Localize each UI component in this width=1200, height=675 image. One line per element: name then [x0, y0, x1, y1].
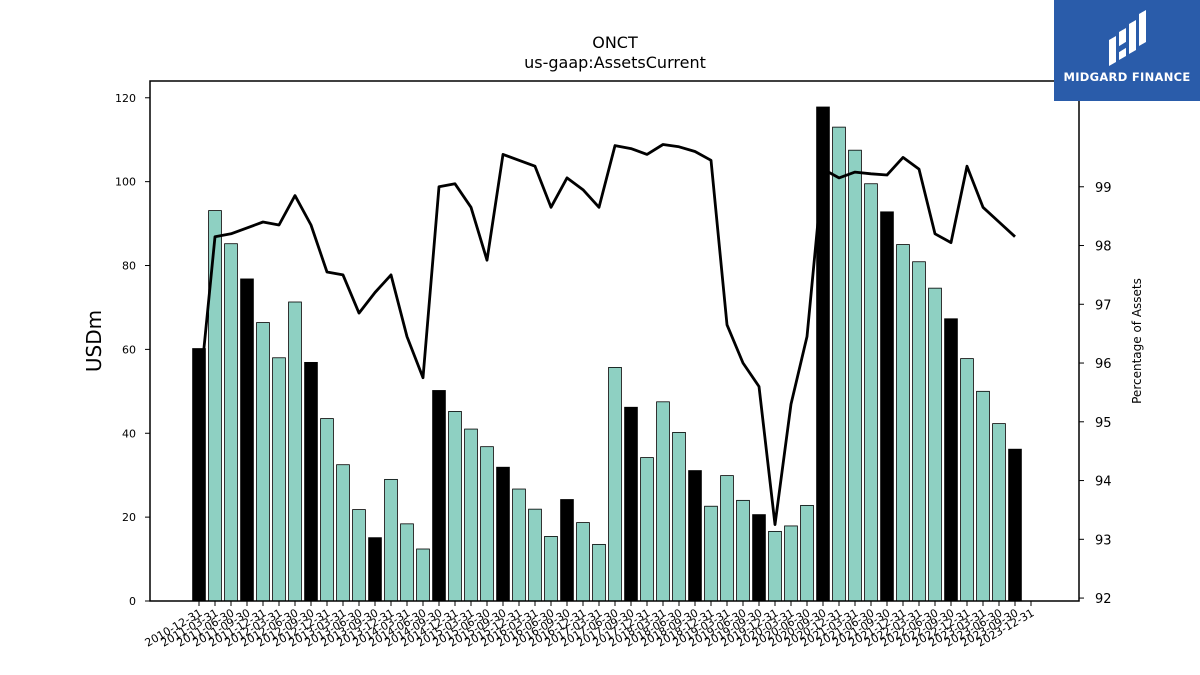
bar — [864, 183, 878, 602]
y2-tick-label: 98 — [1095, 240, 1112, 255]
y-tick-label: 0 — [129, 595, 136, 608]
bar — [704, 505, 718, 602]
bar — [944, 318, 958, 602]
bar — [640, 457, 654, 602]
bar — [912, 261, 926, 602]
bar — [672, 432, 686, 602]
chart-title: ONCT — [592, 33, 638, 52]
bar — [544, 536, 558, 602]
line-series — [197, 143, 1016, 526]
y-tick-label: 40 — [122, 427, 136, 440]
bar — [688, 470, 702, 602]
bar — [832, 126, 846, 602]
bar — [608, 367, 622, 602]
bar — [304, 361, 318, 602]
bar — [320, 418, 334, 602]
y-tick-label: 120 — [115, 92, 136, 105]
bar — [416, 548, 430, 602]
bar — [224, 243, 238, 602]
bar — [656, 401, 670, 602]
bar — [896, 244, 910, 602]
chart-subtitle: us-gaap:AssetsCurrent — [524, 53, 706, 72]
y2-axis-label: Percentage of Assets — [1130, 278, 1144, 404]
bar — [848, 149, 862, 602]
bar — [720, 475, 734, 602]
y-tick-label: 20 — [122, 511, 136, 524]
percentage-line — [197, 143, 1016, 526]
bar — [368, 537, 382, 602]
bar — [784, 525, 798, 602]
midgard-logo-icon — [1109, 10, 1146, 66]
bar — [400, 523, 414, 602]
bar — [928, 287, 942, 602]
y-axis-right: 92 93 94 95 96 97 98 99 — [1079, 181, 1112, 607]
y2-tick-label: 96 — [1095, 357, 1112, 372]
logo: MIDGARD FINANCE — [1054, 0, 1200, 101]
bar — [880, 211, 894, 602]
logo-text: MIDGARD FINANCE — [1063, 70, 1191, 84]
y-axis-label: USDm — [82, 310, 106, 372]
y2-tick-label: 93 — [1095, 533, 1112, 548]
bar — [592, 543, 606, 602]
bar — [464, 428, 478, 602]
bar — [336, 464, 350, 602]
bar — [432, 390, 446, 602]
bar — [768, 530, 782, 602]
y-tick-label: 60 — [122, 343, 136, 356]
y2-tick-label: 95 — [1095, 416, 1112, 431]
bar — [352, 509, 366, 602]
x-axis: 2010-12-312011-03-312011-06-302011-09-30… — [143, 601, 1037, 650]
bar — [976, 390, 990, 602]
bar — [960, 358, 974, 602]
y2-tick-label: 97 — [1095, 298, 1112, 313]
y2-tick-label: 99 — [1095, 181, 1112, 196]
bar — [1008, 448, 1022, 602]
bar — [752, 514, 766, 602]
bar — [288, 301, 302, 602]
y-axis-left: 0 20 40 60 80 100 120 — [115, 92, 150, 608]
bar — [240, 278, 254, 602]
bar — [272, 357, 286, 602]
bar — [480, 446, 494, 602]
bar — [448, 411, 462, 602]
bar — [736, 499, 750, 602]
y2-tick-label: 94 — [1095, 475, 1112, 490]
bar — [384, 478, 398, 602]
bar — [256, 322, 270, 602]
y-tick-label: 80 — [122, 260, 136, 273]
bar — [528, 508, 542, 602]
bar — [992, 423, 1006, 602]
bar — [512, 488, 526, 602]
bar — [576, 522, 590, 602]
bar — [496, 466, 510, 602]
bar — [560, 499, 574, 602]
bar — [624, 406, 638, 602]
y2-tick-label: 92 — [1095, 592, 1112, 607]
y-tick-label: 100 — [115, 176, 136, 189]
bar — [800, 504, 814, 602]
